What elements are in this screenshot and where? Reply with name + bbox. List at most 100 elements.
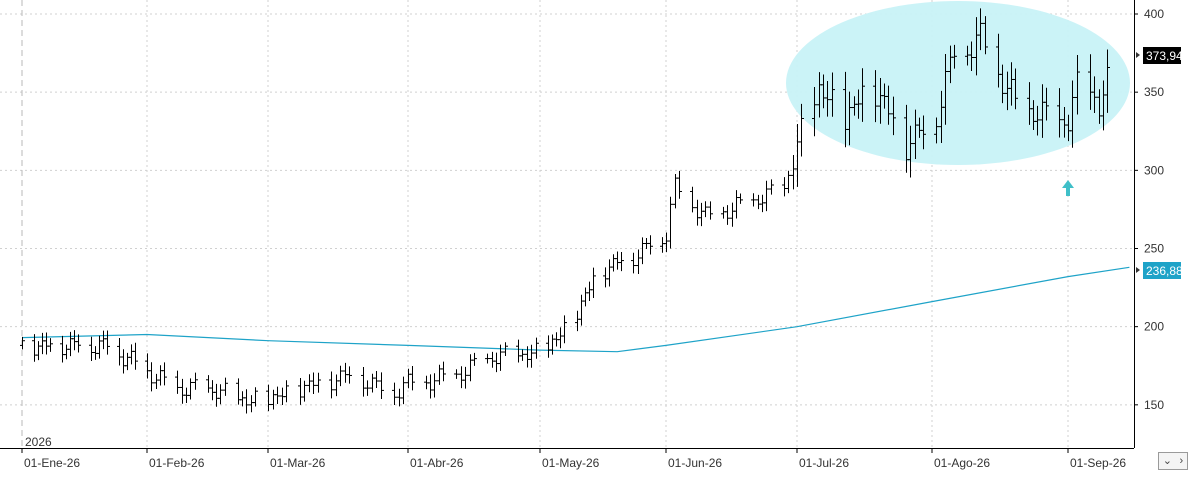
ohlc-bar <box>587 281 592 301</box>
ohlc-bar <box>677 170 682 199</box>
last-price-text: 373,94 <box>1146 49 1183 63</box>
ohlc-bar <box>730 202 735 227</box>
x-tick-label: 01-Feb-26 <box>149 456 205 470</box>
ohlc-bar <box>347 366 352 384</box>
ohlc-bar <box>664 232 669 253</box>
ohlc-bar <box>1044 87 1049 121</box>
ohlc-bar <box>908 125 913 178</box>
ohlc-bar <box>60 335 65 363</box>
ohlc-bar <box>786 170 791 194</box>
ohlc-bar <box>873 70 878 123</box>
ohlc-bar <box>921 115 926 150</box>
ohlc-bar <box>158 365 163 386</box>
ohlc-bar <box>307 374 312 393</box>
ohlc-bar <box>520 349 525 361</box>
ohlc-bar <box>1035 105 1040 136</box>
ohlc-bar <box>725 205 730 225</box>
moving-average-text: 236,88 <box>1146 264 1183 278</box>
ohlc-bar <box>1075 54 1080 115</box>
ohlc-bar <box>129 344 134 365</box>
ohlc-bar <box>529 344 534 368</box>
ohlc-bar <box>636 249 641 275</box>
moving-average-line <box>21 266 1130 353</box>
moving-average-label: 236,88 <box>1143 262 1183 279</box>
ohlc-bar <box>795 123 800 187</box>
ohlc-bar <box>64 344 69 360</box>
ohlc-bar <box>20 336 25 350</box>
ohlc-bar <box>117 337 122 366</box>
ohlc-bar <box>44 332 49 355</box>
ohlc-bar <box>149 362 154 392</box>
ohlc-bar <box>534 337 539 359</box>
ohlc-bar <box>463 366 468 389</box>
ohlc-bar <box>607 259 612 287</box>
ohlc-bar <box>760 194 765 213</box>
ohlc-bar <box>236 378 241 405</box>
y-tick-label: 200 <box>1144 320 1164 334</box>
ohlc-bar <box>401 376 406 405</box>
ohlc-bar <box>648 235 653 255</box>
ohlc-bar <box>240 391 245 407</box>
ohlc-bar <box>374 371 379 389</box>
ohlc-bar <box>392 382 397 405</box>
ohlc-bar <box>428 374 433 399</box>
ohlc-bar <box>952 44 957 69</box>
ohlc-bar <box>76 334 81 353</box>
consolidation-ellipse <box>786 1 1130 165</box>
ohlc-bar <box>734 190 739 219</box>
ohlc-bar <box>193 372 198 390</box>
ohlc-bar <box>562 315 567 344</box>
ohlc-bar <box>978 8 983 51</box>
ohlc-bar <box>68 331 73 357</box>
ohlc-bar <box>206 375 211 393</box>
ohlc-bar <box>1092 76 1097 114</box>
ohlc-bar <box>40 332 45 355</box>
axis-layer: 150 200 250 300 350 400 01-Ene-26 01-Feb-26 01-M… <box>0 0 1164 470</box>
ohlc-bar <box>249 395 254 413</box>
ohlc-bar <box>472 352 477 366</box>
chevron-right-icon[interactable]: › <box>1179 454 1184 467</box>
ohlc-bar <box>275 386 280 405</box>
ohlc-bar <box>188 378 193 400</box>
year-label: 2026 <box>25 435 52 449</box>
x-tick-label: 01-May-26 <box>542 456 600 470</box>
ohlc-bar <box>690 186 695 213</box>
ohlc-bar <box>154 373 159 390</box>
chevron-down-icon[interactable]: ⌄ <box>1162 454 1172 467</box>
ohlc-bar <box>343 362 348 383</box>
ohlc-bar <box>703 201 708 218</box>
ohlc-bar <box>338 365 343 387</box>
ohlc-bar <box>361 366 366 397</box>
ohlc-bar <box>302 380 307 402</box>
ohlc-bar <box>751 193 756 207</box>
ohlc-bar <box>459 366 464 389</box>
ohlc-bar <box>437 364 442 385</box>
ohlc-bar <box>298 378 303 405</box>
ohlc-bar <box>699 202 704 227</box>
ohlc-bar <box>180 378 185 404</box>
ohlc-bar <box>640 237 645 265</box>
ohlc-bar <box>791 154 796 190</box>
ohlc-bar <box>271 389 276 410</box>
ohlc-bar <box>223 377 228 396</box>
ohlc-bar <box>406 368 411 389</box>
scroll-controls-button[interactable]: ⌄ › <box>1158 452 1188 470</box>
ohlc-bar <box>721 206 726 219</box>
ohlc-bar <box>97 335 102 359</box>
ohlc-bar <box>468 354 473 382</box>
ohlc-bar <box>454 369 459 379</box>
ohlc-bar <box>615 251 620 270</box>
ohlc-bar <box>101 330 106 350</box>
ohlc-bar <box>334 374 339 397</box>
ohlc-bar <box>619 251 624 272</box>
ohlc-bar <box>668 196 673 249</box>
ohlc-bar <box>72 330 77 351</box>
ohlc-bar <box>782 177 787 197</box>
ohlc-bar <box>550 334 555 355</box>
price-pointer-icon <box>1136 52 1140 58</box>
ohlc-bar <box>611 254 616 272</box>
ohlc-bar <box>365 380 370 396</box>
ohlc-bar <box>860 68 865 122</box>
ohlc-bar <box>983 16 988 55</box>
